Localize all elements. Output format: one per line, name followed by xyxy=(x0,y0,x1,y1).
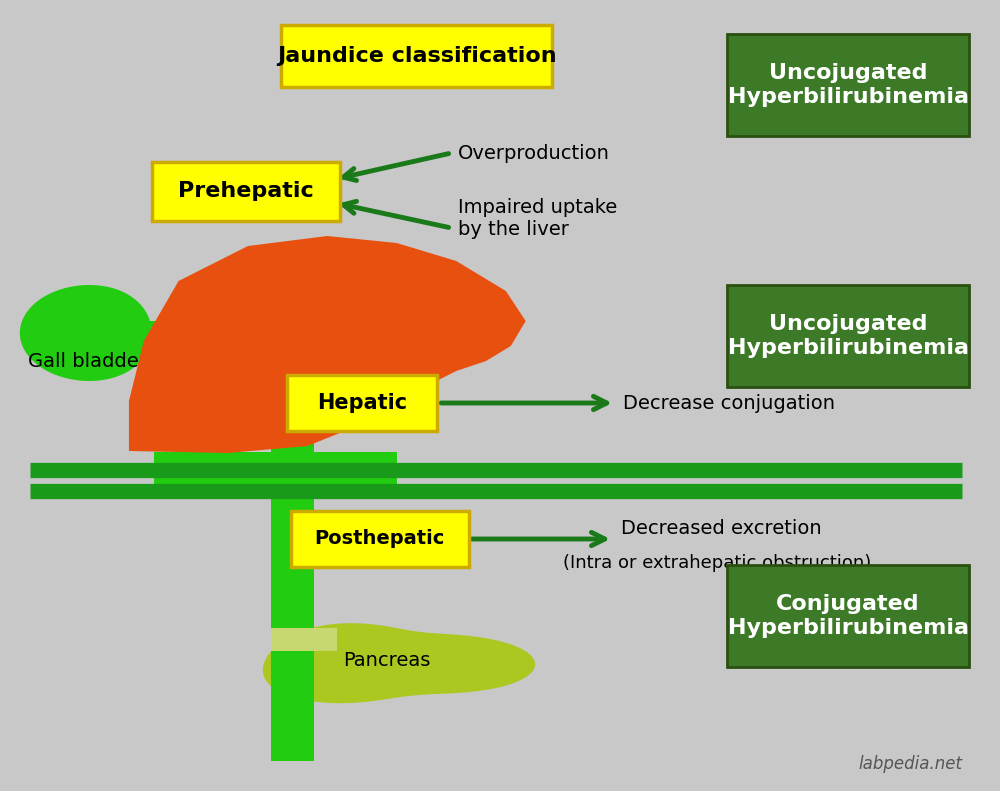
Text: Impaired uptake
by the liver: Impaired uptake by the liver xyxy=(458,198,617,239)
Text: (Intra or extrahepatic obstruction): (Intra or extrahepatic obstruction) xyxy=(563,554,872,572)
FancyBboxPatch shape xyxy=(152,161,340,221)
FancyBboxPatch shape xyxy=(291,511,469,567)
Text: Pancreas: Pancreas xyxy=(343,652,431,671)
Text: Prehepatic: Prehepatic xyxy=(178,181,314,201)
Text: Gall bladder: Gall bladder xyxy=(28,351,147,370)
Text: Uncojugated
Hyperbilirubinemia: Uncojugated Hyperbilirubinemia xyxy=(728,314,969,358)
Text: Decrease conjugation: Decrease conjugation xyxy=(623,393,835,412)
FancyBboxPatch shape xyxy=(281,25,552,87)
Polygon shape xyxy=(164,371,314,451)
Text: Overproduction: Overproduction xyxy=(458,143,610,162)
FancyBboxPatch shape xyxy=(727,565,969,667)
Text: Posthepatic: Posthepatic xyxy=(315,529,445,548)
FancyBboxPatch shape xyxy=(727,285,969,387)
Text: Conjugated
Hyperbilirubinemia: Conjugated Hyperbilirubinemia xyxy=(728,594,969,638)
FancyBboxPatch shape xyxy=(109,321,293,359)
Text: Uncojugated
Hyperbilirubinemia: Uncojugated Hyperbilirubinemia xyxy=(728,63,969,107)
Text: Decreased excretion: Decreased excretion xyxy=(621,520,822,539)
Polygon shape xyxy=(129,236,526,453)
Text: Hepatic: Hepatic xyxy=(317,393,407,413)
Text: Jaundice classification: Jaundice classification xyxy=(277,46,556,66)
Polygon shape xyxy=(20,285,152,381)
FancyBboxPatch shape xyxy=(154,452,397,496)
FancyBboxPatch shape xyxy=(287,375,437,431)
Text: labpedia.net: labpedia.net xyxy=(858,755,962,773)
FancyBboxPatch shape xyxy=(154,326,198,348)
Polygon shape xyxy=(263,623,535,703)
FancyBboxPatch shape xyxy=(727,34,969,136)
FancyBboxPatch shape xyxy=(271,371,314,761)
Polygon shape xyxy=(271,628,337,651)
